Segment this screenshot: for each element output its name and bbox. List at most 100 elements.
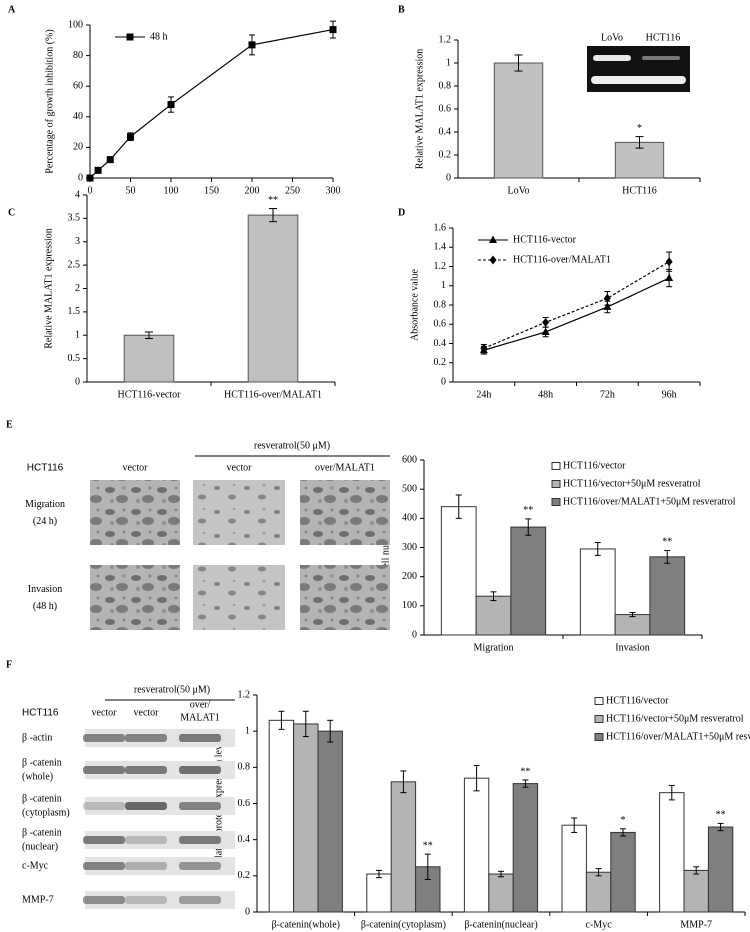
legend-marker (489, 255, 497, 265)
data-point (541, 327, 550, 335)
y-tick-label: 0.8 (439, 80, 452, 91)
y-tick-label: 0.2 (238, 870, 251, 881)
y-tick-label: 0 (441, 376, 446, 387)
legend-swatch (551, 480, 561, 488)
x-tick-label: 50 (126, 185, 136, 196)
y-tick-label: 0 (75, 376, 80, 387)
y-tick-label: 4 (75, 189, 80, 200)
lane-label: MALAT1 (180, 712, 219, 723)
row-label: Migration (25, 499, 65, 510)
legend-swatch (594, 697, 604, 705)
blot-band (179, 836, 221, 844)
blot-strip (85, 831, 235, 849)
column-label: over/MALAT1 (315, 462, 375, 473)
x-tick-label: c-Myc (586, 919, 613, 930)
data-point (603, 302, 612, 310)
y-tick-label: 0.8 (238, 762, 251, 773)
x-tick-label: 250 (285, 185, 300, 196)
blot-band (179, 766, 221, 774)
y-tick-label: 0 (78, 172, 83, 183)
bar (268, 719, 295, 913)
y-axis-label: Relative MALAT1 expression (414, 49, 425, 170)
gel-lane-label: LoVo (601, 32, 623, 43)
x-tick-label: 96h (662, 389, 677, 400)
legend-label: HCT116/vector (606, 695, 669, 706)
y-tick-label: 1.5 (68, 306, 81, 317)
data-point (665, 273, 674, 282)
bar (390, 781, 417, 913)
y-axis-label: Cell numbers (380, 521, 391, 575)
blot-band (83, 896, 125, 904)
axis-line (89, 25, 333, 179)
panel-label: B (398, 4, 405, 15)
y-tick-label: 0.6 (434, 319, 447, 330)
y-tick-label: 100 (402, 600, 417, 611)
blot-band (179, 896, 221, 904)
micrograph (193, 480, 285, 545)
blot-band (125, 734, 167, 742)
blot-band (125, 862, 167, 870)
gel-band (642, 56, 680, 60)
data-point (94, 166, 102, 174)
blot-row-label: (nuclear) (22, 841, 58, 852)
blot-band (83, 836, 125, 844)
y-tick-label: 40 (73, 111, 83, 122)
micrograph (300, 565, 390, 630)
gel-lane-label: HCT116 (646, 32, 681, 43)
blot-band (125, 836, 167, 844)
y-axis-label: Relative MALAT1 expression (43, 228, 54, 349)
y-tick-label: 1.6 (434, 222, 447, 233)
x-tick-label: 0 (88, 185, 93, 196)
blot-band (83, 802, 125, 810)
y-tick-label: 0.6 (439, 103, 452, 114)
data-point (542, 317, 550, 327)
bar (123, 334, 175, 383)
bar (659, 792, 685, 913)
y-tick-label: 60 (73, 80, 83, 91)
column-label: vector (123, 462, 149, 473)
data-point (106, 156, 114, 164)
blot-row-label: β -catenin (22, 827, 62, 838)
blot-strip (85, 891, 235, 909)
row-label: Invasion (28, 584, 62, 595)
y-tick-label: 200 (402, 571, 417, 582)
y-tick-label: 300 (402, 542, 417, 553)
blot-row-label: β -catenin (22, 757, 62, 768)
y-tick-label: 2 (75, 283, 80, 294)
blot-row-label: (whole) (22, 771, 53, 782)
significance: ** (523, 505, 533, 516)
legend-label: HCT116/vector+50μM resveratrol (606, 713, 744, 724)
data-point (329, 26, 337, 34)
bar (510, 526, 547, 636)
blot-band (179, 734, 221, 742)
blot-row-label: MMP-7 (22, 894, 54, 905)
cell-line-label: HCT116 (22, 708, 59, 719)
blot-band (83, 766, 125, 774)
legend-marker (126, 33, 134, 41)
data-point (480, 343, 488, 353)
legend-label: HCT116/over/MALAT1+50μM resveratrol (563, 496, 736, 507)
y-tick-label: 1.2 (238, 689, 251, 700)
micrograph (90, 480, 180, 545)
legend-label: HCT116/vector (563, 460, 626, 471)
series-line (483, 261, 670, 349)
x-tick-label: 100 (164, 185, 179, 196)
x-tick-label: 150 (204, 185, 219, 196)
significance: ** (716, 810, 726, 821)
bar (585, 871, 612, 913)
y-tick-label: 0.8 (434, 299, 447, 310)
micrograph (193, 565, 285, 630)
y-tick-label: 3.5 (68, 213, 81, 224)
x-tick-label: HCT116 (622, 185, 657, 196)
lane-label: vector (92, 707, 118, 718)
legend-swatch (551, 498, 561, 506)
bar (488, 873, 514, 913)
cell-line-label: HCT116 (27, 463, 64, 474)
legend-label: HCT116-over/MALAT1 (513, 254, 611, 265)
legend-marker (489, 235, 497, 243)
y-tick-label: 400 (402, 513, 417, 524)
series-line (89, 29, 334, 179)
x-tick-label: 300 (326, 185, 341, 196)
y-tick-label: 1 (75, 330, 80, 341)
